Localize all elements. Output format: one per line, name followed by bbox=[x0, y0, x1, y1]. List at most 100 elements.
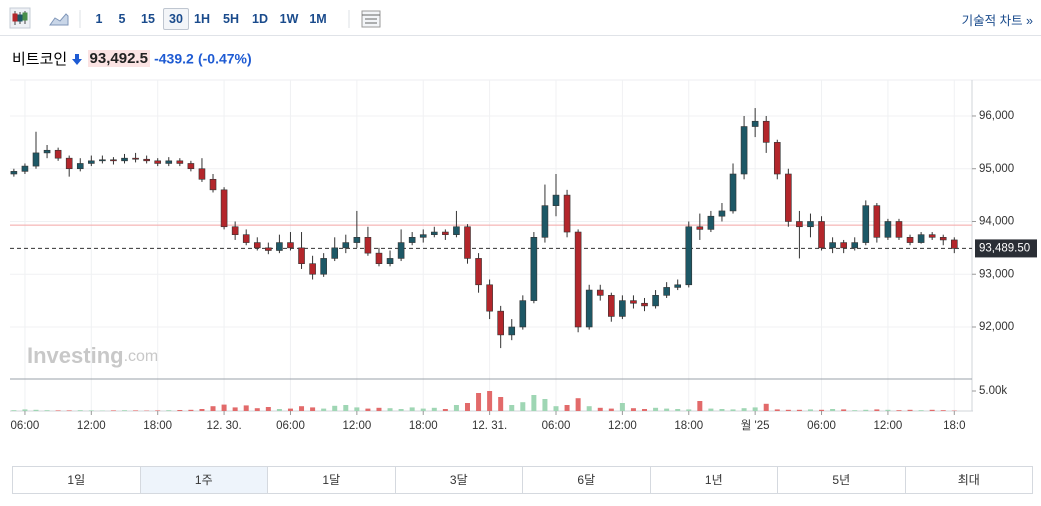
volume-bar bbox=[387, 408, 393, 411]
x-tick-label: 06:00 bbox=[807, 420, 836, 432]
volume-bar bbox=[819, 409, 825, 411]
y-tick-label: 95,000 bbox=[979, 163, 1014, 175]
volume-bar bbox=[321, 408, 327, 411]
x-tick-label: 18:00 bbox=[143, 420, 172, 432]
candle-body bbox=[54, 149, 62, 159]
volume-bar bbox=[918, 410, 924, 411]
technical-chart-link[interactable]: 기술적 차트 » bbox=[961, 14, 1033, 28]
candle-body bbox=[950, 239, 958, 249]
volume-bar bbox=[830, 409, 836, 411]
range-button[interactable]: 1년 bbox=[651, 467, 778, 493]
candle-body bbox=[453, 226, 460, 235]
candle-body bbox=[773, 142, 781, 175]
candle-body bbox=[464, 226, 471, 259]
interval-button[interactable]: 5H bbox=[223, 12, 239, 26]
volume-bar bbox=[697, 401, 703, 411]
range-button[interactable]: 6달 bbox=[523, 467, 651, 493]
volume-bar bbox=[332, 405, 338, 411]
volume-bar bbox=[785, 409, 791, 411]
volume-bar bbox=[531, 395, 537, 411]
table-icon[interactable] bbox=[361, 10, 381, 28]
candle-body bbox=[563, 194, 571, 233]
candle-body bbox=[386, 258, 394, 264]
volume-bar bbox=[630, 408, 636, 411]
volume-bar bbox=[907, 409, 913, 411]
candle-body bbox=[32, 152, 40, 167]
interval-button[interactable]: 5 bbox=[118, 12, 126, 26]
area-icon[interactable] bbox=[49, 13, 69, 26]
volume-bar bbox=[708, 408, 714, 411]
volume-bar bbox=[464, 403, 470, 411]
candle-body bbox=[242, 234, 250, 243]
volume-bar bbox=[221, 404, 227, 411]
candle-body bbox=[187, 163, 195, 170]
volume-bar bbox=[453, 405, 459, 411]
toolbar: 기술적 차트 » 1 5 15 30 1H 5H 1D 1W 1M bbox=[0, 0, 1041, 36]
interval-button[interactable]: 1D bbox=[252, 12, 268, 26]
volume-bar bbox=[66, 410, 72, 411]
candle-body bbox=[21, 165, 29, 172]
volume-bar bbox=[55, 410, 61, 411]
candle-body bbox=[375, 252, 383, 264]
watermark: Investing.com bbox=[27, 343, 158, 368]
interval-button[interactable]: 1W bbox=[279, 12, 299, 26]
volume-bar bbox=[564, 405, 570, 411]
candle-body bbox=[552, 194, 560, 206]
interval-button[interactable]: 15 bbox=[141, 12, 155, 26]
candle-body bbox=[928, 234, 936, 238]
range-button[interactable]: 1주 bbox=[140, 467, 268, 493]
volume-bar bbox=[675, 409, 681, 411]
candle-body bbox=[276, 242, 283, 251]
candle-body bbox=[873, 205, 881, 238]
candle-body bbox=[619, 300, 626, 317]
volume-bar bbox=[287, 408, 293, 411]
candle-body bbox=[364, 237, 372, 254]
interval-button[interactable]: 1M bbox=[309, 12, 327, 26]
x-tick-label: 12:00 bbox=[342, 420, 371, 432]
range-button[interactable]: 3달 bbox=[396, 467, 523, 493]
range-button[interactable]: 1달 bbox=[268, 467, 396, 493]
volume-bar bbox=[431, 407, 437, 411]
volume-bar bbox=[796, 409, 802, 411]
x-tick-label: 06:00 bbox=[11, 420, 40, 432]
volume-bar bbox=[199, 409, 205, 411]
volume-bar bbox=[420, 408, 426, 411]
candle-body bbox=[309, 263, 316, 275]
volume-bar bbox=[741, 408, 747, 411]
volume-bar bbox=[188, 409, 194, 411]
candle-body bbox=[121, 157, 128, 162]
interval-button[interactable]: 1 bbox=[95, 12, 103, 26]
candle-body bbox=[508, 326, 516, 336]
candle-body bbox=[88, 160, 95, 164]
candle-body bbox=[884, 221, 892, 238]
range-button[interactable]: 1일 bbox=[13, 467, 141, 493]
volume-bar bbox=[730, 409, 736, 411]
interval-button[interactable]: 1H bbox=[194, 12, 210, 26]
range-button[interactable]: 5년 bbox=[778, 467, 906, 493]
candle-icon[interactable] bbox=[9, 7, 31, 29]
candle-body bbox=[265, 247, 272, 251]
volume-bar bbox=[509, 405, 515, 411]
y-tick-label: 93,000 bbox=[979, 268, 1014, 280]
volume-bar bbox=[442, 409, 448, 411]
volume-bar bbox=[487, 391, 493, 411]
candle-body bbox=[740, 126, 748, 175]
volume-bar bbox=[299, 406, 305, 411]
volume-bar bbox=[177, 410, 183, 411]
candle-body bbox=[209, 178, 217, 191]
candle-body bbox=[840, 242, 847, 249]
candle-body bbox=[353, 237, 361, 243]
x-tick-label: 18:00 bbox=[409, 420, 438, 432]
volume-bar bbox=[520, 402, 526, 411]
candle-body bbox=[641, 302, 648, 307]
x-tick-label: 06:00 bbox=[542, 420, 571, 432]
instrument-header: 비트코인 93,492.5 -439.2 (-0.47%) bbox=[12, 48, 252, 68]
watermark-brand: Investing bbox=[27, 343, 124, 368]
range-button[interactable]: 최대 bbox=[957, 473, 980, 487]
volume-bar bbox=[653, 407, 659, 411]
candle-body bbox=[430, 231, 438, 235]
volume-bar bbox=[365, 408, 371, 411]
interval-button[interactable]: 30 bbox=[163, 8, 189, 30]
y-tick-label: 92,000 bbox=[979, 321, 1014, 333]
volume-bar bbox=[586, 406, 592, 411]
